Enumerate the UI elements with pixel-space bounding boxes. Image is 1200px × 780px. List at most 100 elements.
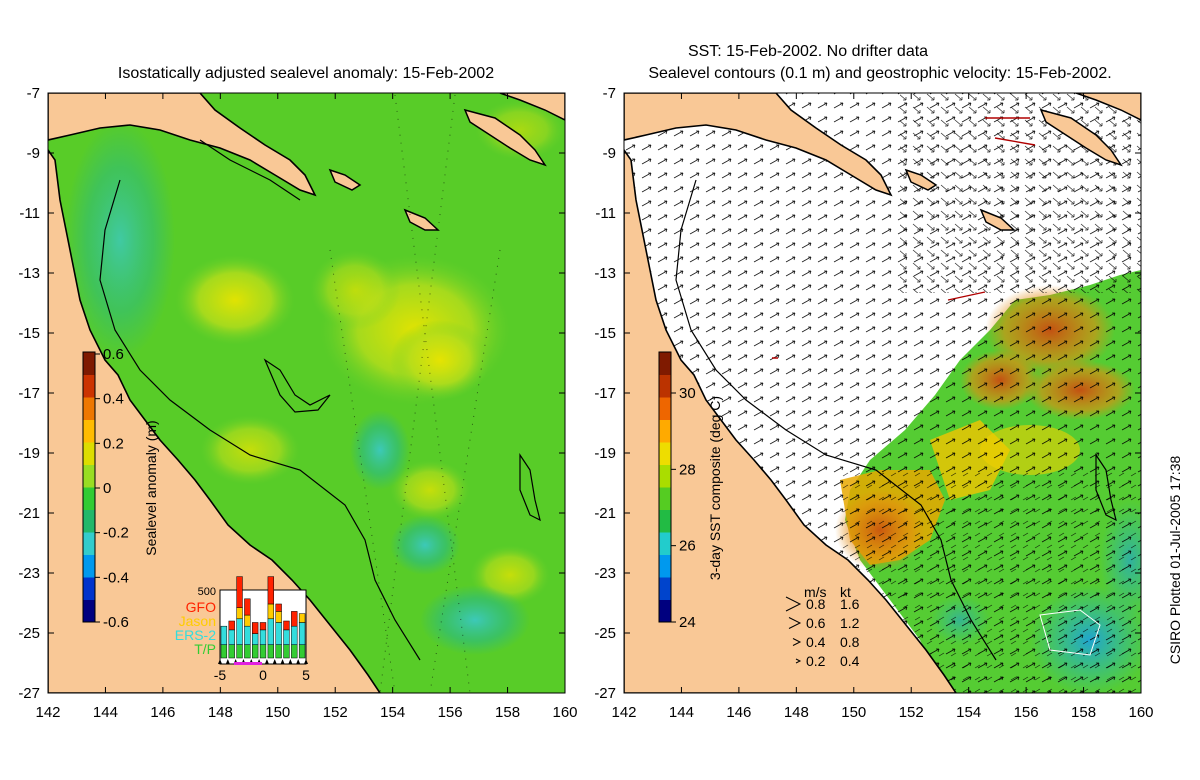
speed-arrow-icon bbox=[795, 658, 802, 664]
right-axes: -7 -9 -11 -13 -15 -17 -19 -21 -23 -25 -27 142 144 146… bbox=[594, 85, 1153, 721]
inset-bar-segment bbox=[298, 622, 306, 645]
inset-bar-segment bbox=[244, 598, 251, 616]
inset-bar-segment bbox=[275, 603, 282, 612]
right-colorbar-segment bbox=[659, 487, 671, 510]
right-x-tick-label: 158 bbox=[1071, 704, 1096, 721]
right-x-tick-label: 156 bbox=[1014, 704, 1039, 721]
right-y-tick-label: -21 bbox=[594, 505, 616, 522]
inset-satellite-label: GFO bbox=[186, 599, 216, 615]
inset-bar-segment bbox=[267, 603, 274, 620]
speed-legend-kt: 0.8 bbox=[840, 634, 860, 650]
left-map-panel bbox=[48, 93, 565, 693]
right-colorbar-tick: 26 bbox=[679, 538, 696, 555]
left-y-tick-label: -15 bbox=[18, 325, 40, 342]
right-australia-landmass bbox=[624, 148, 957, 693]
right-colorbar-segment bbox=[659, 464, 671, 488]
left-australia-landmass bbox=[48, 148, 381, 693]
right-x-tick-label: 152 bbox=[899, 704, 924, 721]
speed-legend-header-ms: m/s bbox=[804, 584, 827, 600]
right-y-tick-label: -17 bbox=[594, 385, 616, 402]
right-colorbar-segment bbox=[659, 532, 671, 555]
right-x-tick-label: 144 bbox=[669, 704, 694, 721]
right-colorbar: 30 28 26 24 bbox=[658, 351, 696, 631]
inset-bar-segment bbox=[291, 644, 298, 659]
left-y-tick-label: -11 bbox=[19, 205, 40, 222]
right-y-tick-label: -19 bbox=[594, 445, 616, 462]
inset-bar-segment bbox=[298, 644, 306, 659]
left-x-tick-label: 142 bbox=[35, 704, 60, 721]
right-new-guinea-landmass bbox=[624, 93, 893, 197]
inset-bar-segment bbox=[236, 644, 243, 659]
inset-bar-segment bbox=[228, 644, 235, 659]
left-x-tick-label: 148 bbox=[208, 704, 233, 721]
inset-bar-segment bbox=[267, 618, 274, 645]
left-shelf-contour bbox=[99, 179, 421, 661]
left-colorbar-segment bbox=[83, 532, 95, 555]
right-y-tick-label: -27 bbox=[594, 685, 616, 702]
right-colorbar-tick: 28 bbox=[679, 461, 696, 478]
right-x-tick-label: 150 bbox=[841, 704, 866, 721]
inset-bar-segment bbox=[220, 625, 228, 645]
left-panel-title: Isostatically adjusted sealevel anomaly:… bbox=[118, 65, 494, 82]
left-y-tick-label: -17 bbox=[18, 385, 40, 402]
inset-bar-segment bbox=[228, 629, 235, 645]
inset-x-tick: -5 bbox=[214, 667, 227, 683]
inset-bar-segment bbox=[275, 644, 282, 659]
right-x-tick-label: 146 bbox=[726, 704, 751, 721]
left-colorbar-segment bbox=[83, 464, 95, 488]
left-x-tick-label: 156 bbox=[438, 704, 463, 721]
inset-bar-segment bbox=[236, 576, 243, 608]
left-colorbar-label: Sealevel anomaly (m) bbox=[143, 420, 159, 555]
right-colorbar-segment bbox=[659, 374, 671, 398]
left-x-tick-label: 150 bbox=[265, 704, 290, 721]
inset-bar-segment bbox=[267, 644, 274, 659]
right-colorbar-segment bbox=[659, 419, 671, 443]
inset-satellite-label: Jason bbox=[179, 613, 216, 629]
inset-bar-segment bbox=[275, 622, 282, 645]
right-colorbar-segment bbox=[659, 397, 671, 420]
left-colorbar: 0.6 0.4 0.2 0 -0.2 -0.4 -0.6 bbox=[82, 346, 129, 631]
left-colorbar-tick: 0.6 bbox=[103, 346, 124, 363]
left-colorbar-segment bbox=[83, 487, 95, 510]
inset-bar-segment bbox=[283, 620, 290, 631]
left-axes: -7 -9 -11 -13 -15 -17 -19 -21 -23 -25 -27 142 144 146… bbox=[18, 85, 577, 721]
left-colorbar-segment bbox=[83, 554, 95, 578]
speed-legend-kt: 1.6 bbox=[840, 596, 860, 612]
inset-bar-segment bbox=[291, 611, 298, 627]
left-y-tick-label: -27 bbox=[18, 685, 40, 702]
inset-bar-segment bbox=[236, 618, 243, 645]
speed-legend-ms: 0.8 bbox=[806, 596, 826, 612]
speed-arrow-icon bbox=[785, 596, 802, 612]
right-colorbar-segment bbox=[659, 509, 671, 533]
inset-bar-segment bbox=[259, 629, 267, 645]
inset-bar-segment bbox=[252, 633, 259, 645]
right-panel-title-line1: SST: 15-Feb-2002. No drifter data bbox=[688, 43, 928, 60]
speed-arrow-icon bbox=[788, 617, 802, 629]
inset-bar-segment bbox=[259, 622, 267, 631]
right-colorbar-segment bbox=[659, 599, 671, 623]
left-colorbar-tick: 0.4 bbox=[103, 391, 124, 408]
inset-bar-segment bbox=[244, 644, 251, 659]
left-y-tick-label: -21 bbox=[18, 505, 40, 522]
speed-legend-kt: 0.4 bbox=[840, 653, 860, 669]
inset-scale-label: 500 bbox=[198, 586, 216, 598]
inset-bar-segment bbox=[283, 629, 290, 645]
left-colorbar-tick: -0.4 bbox=[103, 569, 129, 586]
right-x-tick-label: 148 bbox=[784, 704, 809, 721]
left-x-tick-label: 160 bbox=[552, 704, 577, 721]
left-y-tick-label: -25 bbox=[18, 625, 40, 642]
speed-legend: m/s kt 0.8 1.6 0.6 1.2 0.4 0.8 0.2 0.4 bbox=[785, 584, 860, 669]
inset-bar-segment bbox=[220, 644, 228, 659]
right-colorbar-segment bbox=[659, 554, 671, 578]
right-colorbar-segment bbox=[659, 577, 671, 600]
inset-satellite-label: ERS-2 bbox=[175, 627, 216, 643]
inset-bar-segment bbox=[283, 644, 290, 659]
speed-legend-kt: 1.2 bbox=[840, 615, 860, 631]
inset-bar-segment bbox=[267, 576, 274, 605]
right-colorbar-segment bbox=[659, 352, 671, 375]
inset-bar-segment bbox=[228, 620, 235, 631]
inset-bar-segment bbox=[244, 614, 251, 627]
plot-credit: CSIRO Plotted 01-Jul-2005 17:38 bbox=[1167, 456, 1183, 665]
left-y-tick-label: -19 bbox=[18, 445, 40, 462]
inset-bar-segment bbox=[259, 644, 267, 659]
